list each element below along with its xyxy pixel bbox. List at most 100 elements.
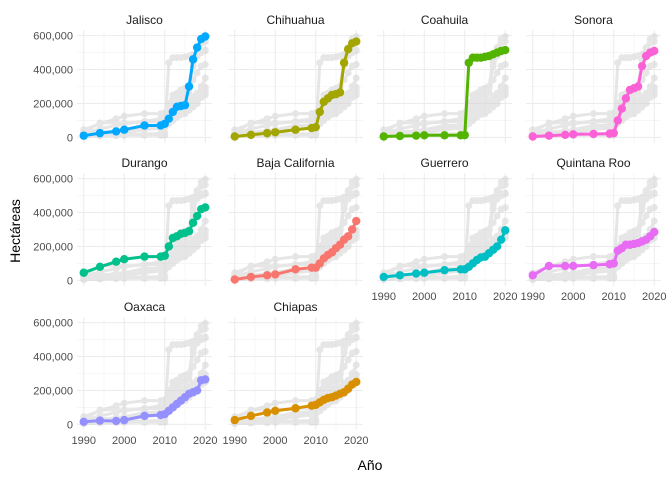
background-series-point <box>201 175 209 183</box>
series-point <box>164 114 173 123</box>
series-point <box>140 411 149 421</box>
background-series-point <box>650 217 658 225</box>
series-point <box>271 128 280 137</box>
background-series-point <box>493 69 501 77</box>
series-point <box>79 417 88 427</box>
series-point <box>192 211 202 221</box>
background-series-point <box>614 202 622 210</box>
x-tick-label: 2020 <box>344 435 368 447</box>
background-series-point <box>141 404 148 412</box>
x-tick-label: 2000 <box>561 291 585 303</box>
y-tick-label: 0 <box>67 275 73 287</box>
series-point <box>460 130 469 140</box>
background-series-point <box>189 205 197 213</box>
background-series-point <box>120 407 128 415</box>
background-series-point <box>650 181 658 189</box>
series-point <box>528 271 537 280</box>
highlight-series-group <box>79 203 210 277</box>
background-series-point <box>501 60 509 68</box>
background-series-point <box>201 334 209 342</box>
series-point <box>201 375 210 384</box>
x-tick-label: 2010 <box>453 291 477 303</box>
background-series-point <box>316 346 324 354</box>
facet-panel: Chiapas 1990 2000 2010 2020 <box>223 300 369 447</box>
background-series-point <box>247 125 255 133</box>
background-series-point <box>201 319 209 327</box>
series-point <box>111 416 121 426</box>
series-point <box>650 227 659 237</box>
facet-panel: Guerrero 1990 2000 2010 2020 <box>372 156 518 303</box>
background-series-point <box>590 117 597 125</box>
background-series-point <box>569 255 577 263</box>
facet-strip-label: Sonora <box>574 13 613 27</box>
background-series-point <box>96 119 104 127</box>
background-series-point <box>441 253 448 261</box>
series-point <box>192 386 202 395</box>
background-series-point <box>189 363 197 371</box>
background-series-point <box>561 121 569 129</box>
series-point <box>440 131 449 140</box>
background-series-point <box>489 205 497 213</box>
background-series-point <box>201 74 209 82</box>
background-series-point <box>650 203 658 211</box>
highlight-series-group <box>230 37 361 141</box>
background-series-point <box>312 416 320 424</box>
series-point <box>617 104 627 113</box>
background-series-point <box>441 260 448 268</box>
facet-panels: Jalisco 0 200,000 400,000 600,000 Chihuahua Co… <box>33 13 666 447</box>
background-series-point <box>141 260 148 268</box>
series-point <box>352 37 361 46</box>
series-point <box>544 131 554 140</box>
background-series-point <box>344 212 352 220</box>
series-point <box>352 377 361 387</box>
background-series-point <box>141 397 148 405</box>
background-series-point <box>271 263 279 271</box>
background-series-point <box>292 117 299 125</box>
series-point <box>609 128 618 138</box>
background-series-point <box>141 268 148 276</box>
x-tick-label: 2000 <box>263 435 287 447</box>
y-tick-label: 0 <box>67 419 73 431</box>
series-point <box>291 125 300 134</box>
background-series-point <box>352 203 360 211</box>
background-series-point <box>501 181 509 189</box>
series-point <box>633 82 643 91</box>
series-point <box>180 100 190 110</box>
series-point <box>335 88 345 97</box>
background-series-point <box>336 371 344 379</box>
facet-panel: Quintana Roo 1990 2000 2010 2020 <box>521 156 667 303</box>
background-series-point <box>352 347 360 355</box>
background-series-point <box>352 334 360 342</box>
x-tick-label: 2000 <box>412 291 436 303</box>
background-series-point <box>352 91 360 99</box>
background-series-point <box>201 234 209 242</box>
background-series-point <box>247 119 255 127</box>
x-tick-label: 1990 <box>72 435 96 447</box>
background-series-point <box>189 349 197 357</box>
series-point <box>528 132 537 141</box>
series-point <box>379 132 388 141</box>
background-series-point <box>165 202 173 210</box>
background-series-point <box>141 273 148 281</box>
background-series-point <box>292 417 299 425</box>
series-point <box>291 404 300 413</box>
background-series-point <box>312 272 320 280</box>
background-series-point <box>545 119 553 127</box>
background-series-point <box>161 272 169 280</box>
background-series-point <box>501 175 509 183</box>
background-series-point <box>201 60 209 68</box>
x-tick-label: 2010 <box>153 435 177 447</box>
y-tick-label: 600,000 <box>33 318 73 330</box>
background-series-point <box>489 62 497 70</box>
series-point <box>246 272 256 282</box>
background-series-point <box>120 120 128 128</box>
facet-panel: Coahuila <box>377 13 512 143</box>
y-tick-label: 600,000 <box>33 31 73 43</box>
background-series-point <box>634 227 642 235</box>
background-series-point <box>120 263 128 271</box>
series-point <box>95 262 105 271</box>
y-tick-label: 200,000 <box>33 385 73 397</box>
background-series-point <box>420 112 428 120</box>
facet-panel: Chihuahua <box>228 13 363 143</box>
background-series-point <box>344 356 352 364</box>
